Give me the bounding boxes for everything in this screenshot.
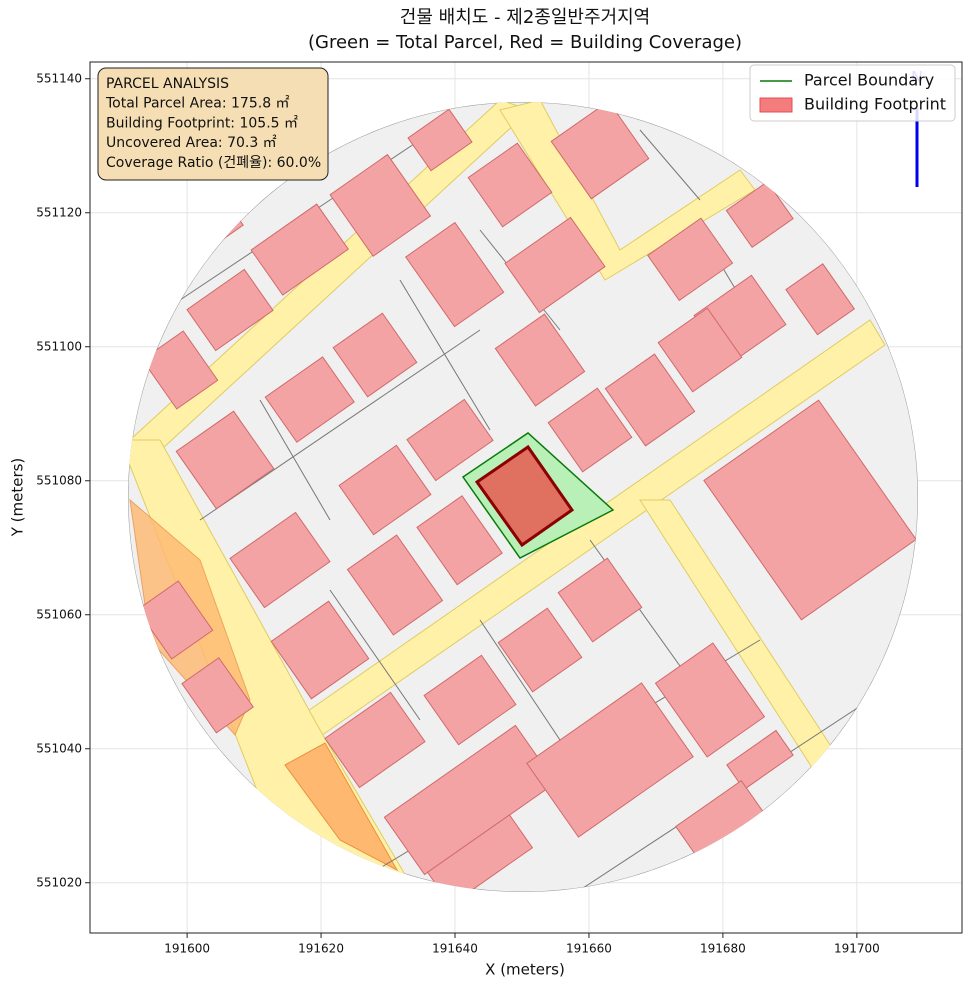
annotation-box	[97, 67, 329, 181]
annotation-line: Coverage Ratio (건폐율): 60.0%	[106, 155, 321, 171]
annotation-line: PARCEL ANALYSIS	[106, 76, 229, 92]
x-tick-label: 191660	[566, 942, 612, 956]
y-tick-label: 551080	[36, 473, 82, 487]
x-tick-label: 191680	[700, 942, 746, 956]
title: 건물 배치도 - 제2종일반주거지역	[400, 7, 650, 28]
annotation-line: Total Parcel Area: 175.8 ㎡	[105, 96, 290, 112]
legend	[749, 64, 956, 122]
legend-label: Parcel Boundary	[804, 71, 934, 90]
map-area	[128, 102, 918, 892]
legend-label: Building Footprint	[804, 95, 946, 114]
annotation-line: Uncovered Area: 70.3 ㎡	[106, 135, 277, 151]
y-tick-label: 551040	[36, 741, 82, 755]
x-tick-label: 191640	[432, 942, 478, 956]
y-tick-label: 551140	[36, 71, 82, 85]
y-tick-label: 551100	[36, 339, 82, 353]
subtitle: (Green = Total Parcel, Red = Building Co…	[308, 32, 742, 53]
annotation-line: Building Footprint: 105.5 ㎡	[106, 115, 298, 131]
target-building	[474, 444, 575, 548]
y-axis-label: Y (meters)	[9, 458, 27, 538]
legend-patch	[759, 97, 793, 113]
legend-items: Parcel Boundary Building Footprint	[759, 71, 946, 114]
y-tick-label: 551060	[36, 607, 82, 621]
y-tick-label: 551020	[36, 875, 82, 889]
ticks: 191600 191620 191640 191660 191680 191700 5510…	[36, 71, 880, 955]
x-tick-label: 191700	[834, 942, 880, 956]
x-axis-label: X (meters)	[485, 961, 565, 979]
annotation: PARCEL ANALYSIS Total Parcel Area: 175.8 …	[105, 76, 321, 171]
axes-frame	[89, 61, 963, 934]
orange-zone	[284, 742, 399, 872]
x-tick-label: 191620	[298, 942, 344, 956]
x-tick-label: 191600	[164, 942, 210, 956]
buildings	[136, 102, 917, 892]
y-tick-label: 551120	[36, 205, 82, 219]
